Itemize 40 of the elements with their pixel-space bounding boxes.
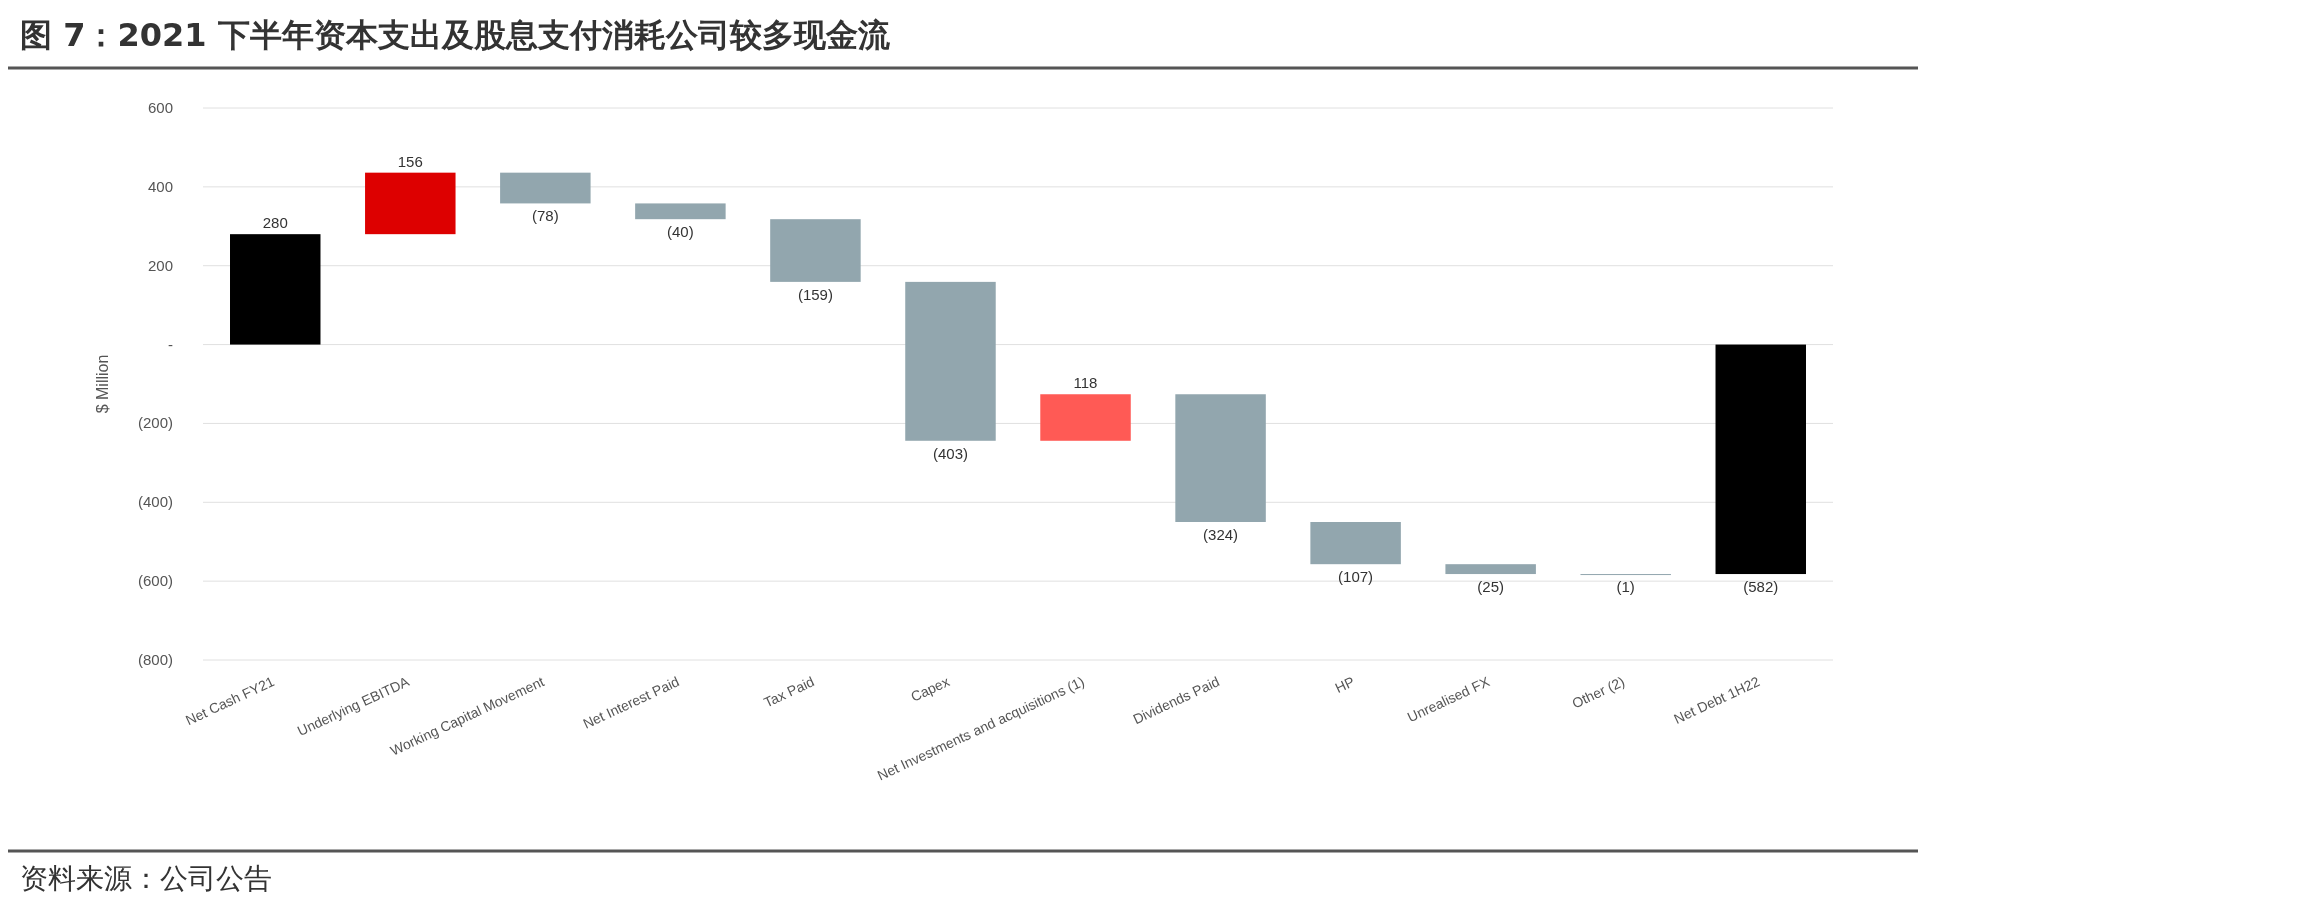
bar xyxy=(365,172,456,235)
text: 资料来源：公司公告 xyxy=(20,862,272,895)
data-label: (1) xyxy=(1616,578,1635,596)
bar xyxy=(1715,344,1806,575)
x-tick-label: Tax Paid xyxy=(761,673,817,711)
bar xyxy=(770,219,861,282)
bar xyxy=(635,203,726,220)
data-label: 118 xyxy=(1073,374,1098,392)
y-tick-label: 200 xyxy=(147,256,173,274)
y-tick-label: (400) xyxy=(137,493,173,511)
chart-title: 图 7：2021 下半年资本支出及股息支付消耗公司较多现金流 xyxy=(20,16,891,54)
data-label: (403) xyxy=(932,444,968,462)
y-tick-label: (800) xyxy=(137,651,173,668)
data-label: (159) xyxy=(797,285,833,303)
y-tick-label: (600) xyxy=(137,572,173,590)
x-tick-label: HP xyxy=(1332,673,1357,696)
data-label: 156 xyxy=(397,152,423,170)
y-tick-label: 600 xyxy=(147,99,173,116)
data-label: (582) xyxy=(1743,578,1779,596)
x-tick-label: Other (2) xyxy=(1569,673,1627,712)
x-tick-label: Net Debt 1H22 xyxy=(1671,673,1763,727)
data-label: (107) xyxy=(1338,568,1374,586)
y-tick-label: (200) xyxy=(137,414,173,432)
x-tick-label: Capex xyxy=(908,673,952,705)
data-label: (324) xyxy=(1203,526,1239,543)
bar xyxy=(1040,394,1131,441)
bar xyxy=(1175,394,1266,522)
bar xyxy=(230,234,321,345)
data-label: (25) xyxy=(1477,578,1504,596)
data-label: (78) xyxy=(532,207,559,225)
y-tick-label: 400 xyxy=(147,177,173,195)
bar xyxy=(500,172,591,204)
data-label: (40) xyxy=(667,223,694,241)
x-tick-label: Net Cash FY21 xyxy=(183,673,277,729)
data-label: 280 xyxy=(262,214,288,232)
bar xyxy=(1310,522,1401,565)
y-tick-label: - xyxy=(168,335,173,353)
bar xyxy=(905,281,996,441)
bar xyxy=(1445,564,1536,575)
y-axis-title: $ Million xyxy=(94,354,111,414)
